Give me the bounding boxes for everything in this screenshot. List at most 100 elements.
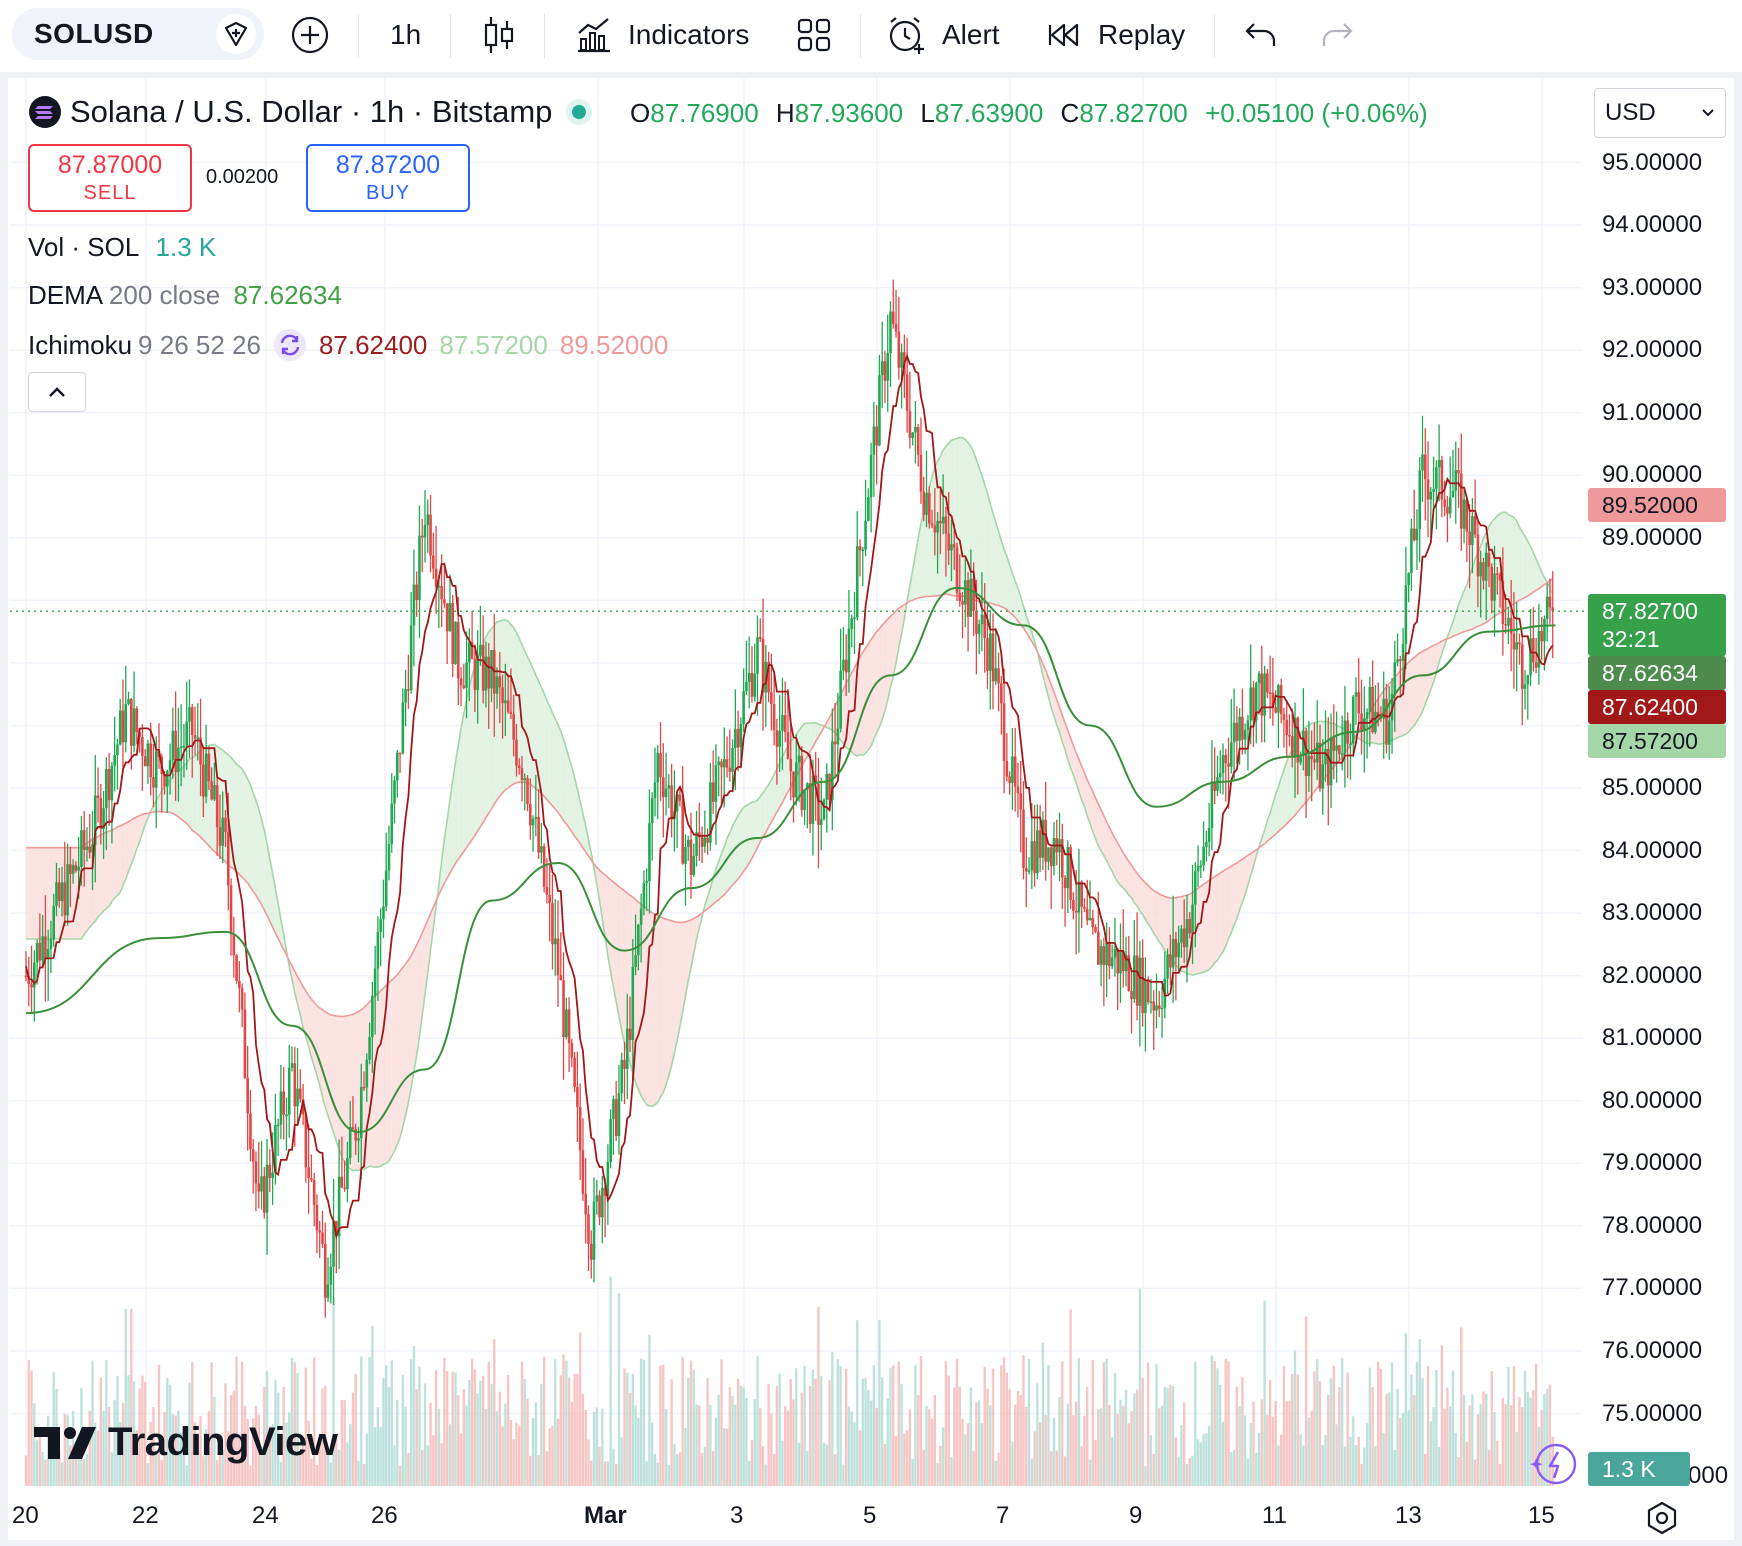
ichimoku-cloud-segment <box>183 762 187 824</box>
volume-bar <box>454 1372 457 1486</box>
volume-bar <box>1457 1457 1460 1486</box>
sell-price: 87.87000 <box>57 151 163 179</box>
volume-bar <box>432 1435 435 1486</box>
indicators-button[interactable]: Indicators <box>574 10 749 60</box>
ichimoku-cloud-segment <box>136 815 140 849</box>
candle-body <box>307 1167 310 1179</box>
volume-bar <box>354 1374 357 1486</box>
volume-bar <box>1041 1342 1045 1486</box>
currency-select[interactable]: USD <box>1594 88 1726 138</box>
interval-button[interactable]: 1h <box>390 10 421 60</box>
volume-bar <box>1274 1401 1277 1486</box>
candle-body <box>1260 673 1264 716</box>
candle-body <box>806 783 809 790</box>
candle-body <box>639 908 643 925</box>
volume-bar <box>1016 1390 1020 1486</box>
volume-price-tag: 1.3 K <box>1588 1452 1690 1486</box>
volume-bar <box>1135 1389 1139 1486</box>
redo-button[interactable] <box>1320 10 1354 60</box>
lightning-icon[interactable] <box>1528 1440 1580 1492</box>
settings-icon[interactable] <box>1644 1500 1680 1536</box>
ichimoku-cloud-segment <box>541 687 545 797</box>
volume-bar <box>1548 1384 1552 1486</box>
ichimoku-cloud-segment <box>538 681 542 794</box>
ichimoku-cloud-segment <box>618 886 622 1031</box>
candle-body <box>476 655 479 690</box>
candle-body <box>1243 730 1247 740</box>
ichimoku-conversion-line <box>25 353 1554 1240</box>
interval-label: 1h <box>390 19 422 50</box>
volume-bar <box>348 1424 352 1486</box>
symbol-search[interactable]: SOLUSD <box>12 8 264 60</box>
candle-body <box>1526 675 1530 685</box>
candle-body <box>80 830 83 867</box>
volume-bar <box>24 1455 28 1486</box>
volume-bar <box>1545 1388 1549 1486</box>
volume-legend[interactable]: Vol · SOL 1.3 K <box>28 232 217 262</box>
volume-bar <box>171 1414 175 1486</box>
volume-bar <box>637 1417 640 1486</box>
candle-body <box>1365 712 1369 719</box>
volume-bar <box>828 1379 831 1486</box>
ichimoku-cloud-segment <box>267 844 270 922</box>
time-axis-label: 5 <box>863 1502 877 1529</box>
volume-bar <box>35 1440 39 1486</box>
ichimoku-cloud-segment <box>186 758 190 827</box>
candle-body <box>498 676 502 688</box>
volume-bar <box>551 1425 554 1486</box>
ichimoku-cloud-segment <box>610 879 614 987</box>
volume-bar <box>941 1427 945 1486</box>
compare-symbol-icon[interactable] <box>216 14 256 54</box>
layouts-button[interactable] <box>796 10 832 60</box>
candle-body <box>373 968 377 996</box>
candle-body <box>296 1088 299 1107</box>
candle-body <box>1072 900 1075 911</box>
ichimoku-cloud-segment <box>882 622 885 720</box>
candle-body <box>808 783 812 824</box>
volume-value: 1.3 K <box>155 232 217 262</box>
volume-bar <box>218 1451 222 1486</box>
volume-bar <box>74 1441 78 1486</box>
replay-button[interactable]: Replay <box>1046 10 1185 60</box>
alert-button[interactable]: Alert <box>886 10 1000 60</box>
sell-button[interactable]: 87.87000 SELL <box>28 144 192 212</box>
ichimoku-cloud-segment <box>1419 651 1423 718</box>
volume-bar <box>337 1449 341 1486</box>
volume-bar <box>1285 1401 1288 1486</box>
volume-bar <box>1196 1439 1200 1486</box>
chart-type-button[interactable] <box>482 10 516 60</box>
volume-bar <box>1102 1362 1106 1486</box>
add-symbol-button[interactable] <box>290 10 330 60</box>
candle-body <box>1080 881 1083 907</box>
ichimoku-cloud-segment <box>948 440 952 596</box>
candle-body <box>792 771 795 798</box>
ichimoku-cloud-segment <box>1425 648 1429 705</box>
volume-bar <box>324 1386 327 1486</box>
ichimoku-cloud-segment <box>760 792 764 842</box>
volume-bar <box>501 1426 504 1486</box>
volume-bar <box>1249 1423 1252 1486</box>
volume-bar <box>1099 1408 1103 1486</box>
candle-body <box>213 785 216 800</box>
ichimoku-cloud-segment <box>1452 612 1456 637</box>
ichimoku-cloud-segment <box>746 803 750 868</box>
ichimoku-cloud-segment <box>968 442 971 599</box>
price-chart[interactable] <box>8 78 1588 1508</box>
price-axis-label: 92.00000 <box>1602 336 1703 364</box>
ichimoku-cloud-segment <box>990 503 994 604</box>
tradingview-logo[interactable]: TradingView <box>34 1420 338 1465</box>
candle-body <box>814 775 817 784</box>
undo-button[interactable] <box>1244 10 1278 60</box>
volume-bar <box>82 1459 86 1486</box>
ichimoku-cloud-segment <box>164 783 168 813</box>
ichimoku-legend[interactable]: Ichimoku 9 26 52 26 87.62400 87.57200 89… <box>28 328 668 362</box>
volume-bar <box>1133 1393 1136 1486</box>
volume-bar <box>343 1399 346 1486</box>
dema-legend[interactable]: DEMA 200 close 87.62634 <box>28 280 342 310</box>
candle-body <box>695 832 698 856</box>
candle-body <box>1102 946 1106 966</box>
ichimoku-cloud-segment <box>546 700 550 803</box>
buy-button[interactable]: 87.87200 BUY <box>306 144 470 212</box>
collapse-legend-button[interactable] <box>28 372 86 412</box>
ichimoku-cloud-segment <box>1198 886 1201 974</box>
